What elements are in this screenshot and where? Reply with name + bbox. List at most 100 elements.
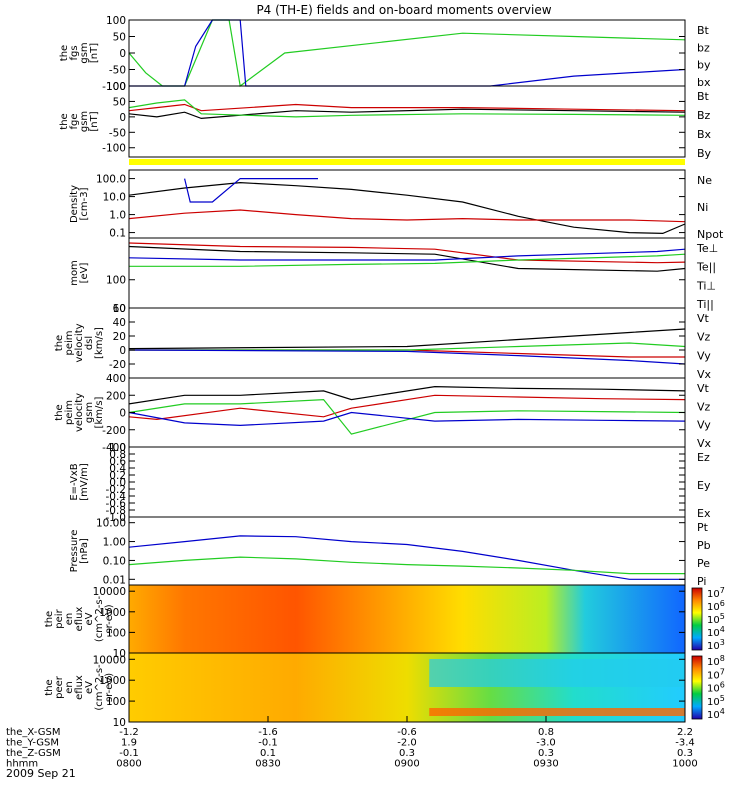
panel-vel_gsm: 400 200 0 -200 -400 the peim velocity gsm [km/s] V… xyxy=(54,373,712,454)
legend-entry: Te⊥ xyxy=(696,242,718,255)
y-tick-label: 10000 xyxy=(93,586,126,598)
y-tick-label: 0.8 xyxy=(109,449,126,461)
y-tick-label: 10 xyxy=(113,648,126,660)
series-Pe xyxy=(128,556,685,575)
x-tick-label: 0.3 xyxy=(538,748,554,759)
y-axis-label-line: (cm^2-s- xyxy=(94,595,105,642)
y-tick-label: 0.01 xyxy=(103,574,126,586)
series-Vt xyxy=(128,385,686,405)
x-tick-label: 0930 xyxy=(533,759,558,770)
x-tick-label: 0.1 xyxy=(260,748,276,759)
y-tick-label: 10.00 xyxy=(96,518,126,530)
y-axis-label-line: en xyxy=(64,681,75,694)
colorbar-peer xyxy=(691,655,703,720)
y-axis-label-line: the xyxy=(59,113,70,129)
legend-entry: by xyxy=(697,59,711,72)
legend-entry: Vz xyxy=(697,400,711,413)
legend-entry: Vy xyxy=(697,419,711,432)
series-Ti|| xyxy=(129,253,686,267)
y-axis-label-mom: mom [eV] xyxy=(69,260,90,286)
colorbar-tick-label: 104 xyxy=(707,707,725,721)
series-by xyxy=(128,19,686,88)
y-axis-label-line: eflux xyxy=(74,675,85,700)
y-axis-label-fge: the fge gsm [nT] xyxy=(59,111,100,132)
x-tick-label: 0830 xyxy=(255,759,280,770)
x-tick-label: 2.2 xyxy=(677,727,693,738)
panel-pressure: 10.00 1.00 0.10 0.01 Pressure [nPa] Pt Pb Pe Pi xyxy=(69,516,711,588)
y-axis-label-line: [cm-3] xyxy=(79,187,90,220)
series-Ti⊥ xyxy=(128,248,686,261)
series-Vy xyxy=(129,342,686,351)
y-tick-label: -1.0 xyxy=(106,512,127,524)
y-tick-label: -0.2 xyxy=(106,484,127,496)
y-tick-label: 100 xyxy=(106,696,126,708)
x-tick-label: 0.8 xyxy=(538,727,554,738)
y-axis-label-line: eV xyxy=(84,612,95,625)
y-tick-label: 1.0 xyxy=(109,210,126,222)
y-axis-label-line: the xyxy=(59,45,70,61)
legend-entry: Bx xyxy=(697,128,712,141)
series-Vy xyxy=(128,398,686,435)
y-axis-label-line: peim xyxy=(64,330,75,355)
legend-entry: Bz xyxy=(697,109,711,122)
y-tick-label: 40 xyxy=(113,317,126,329)
y-axis-label-vel_gsm: the peim velocity gsm [km/s] xyxy=(54,393,105,432)
x-tick-label: -2.0 xyxy=(397,738,417,749)
legend-entry: Pe xyxy=(697,557,710,570)
y-axis-label-line: gsm xyxy=(84,402,95,423)
y-tick-label: 50 xyxy=(113,32,126,44)
colorbar-tick-label: 107 xyxy=(707,667,725,681)
colorbar-tick-label: 103 xyxy=(707,638,725,652)
series-Ni xyxy=(128,181,686,235)
x-tick-label: -0.1 xyxy=(119,748,139,759)
colorbar-tick-label: 108 xyxy=(707,654,725,668)
figure-title: P4 (TH-E) fields and on-board moments ov… xyxy=(256,3,551,17)
legend-entry: Pb xyxy=(697,539,711,552)
colorbar-tick-label: 105 xyxy=(707,612,725,626)
y-tick-label: 400 xyxy=(106,373,126,385)
y-axis-label-efield: E=-VxB [mV/m] xyxy=(69,463,90,501)
legend-entry: bx xyxy=(697,76,711,89)
x-tick-label: -0.1 xyxy=(258,738,278,749)
y-axis-label-line: (cm^2-s- xyxy=(94,664,105,711)
y-tick-label: 1000 xyxy=(99,675,126,687)
y-tick-label: -50 xyxy=(109,127,126,139)
legend-entry: Npot xyxy=(697,228,724,241)
legend-entry: Ni xyxy=(697,201,708,214)
x-tick-label: 0.3 xyxy=(677,748,693,759)
colorbar-tick-label: 106 xyxy=(707,681,725,695)
y-axis-label-pressure: Pressure [nPa] xyxy=(69,530,90,573)
y-axis-label-vel_dsl: the peim velocity dsl [km/s] xyxy=(54,323,105,362)
y-tick-label: 1.00 xyxy=(103,537,126,549)
x-row-label: hhmm xyxy=(6,759,38,770)
colorbar-peir xyxy=(691,587,703,651)
x-row-label: the_X-GSM xyxy=(6,727,60,738)
y-tick-label: 0 xyxy=(119,345,126,357)
legend-entry: Vz xyxy=(697,331,711,344)
y-tick-label: 0.6 xyxy=(109,456,126,468)
x-tick-label: 1000 xyxy=(672,759,697,770)
series-Npot xyxy=(184,178,318,203)
y-axis-label-line: fgs xyxy=(69,45,80,60)
y-axis-label-peer: the peer en eflux eV (cm^2-s-sr-eV) xyxy=(44,664,115,711)
y-axis-label-line: Pressure xyxy=(69,530,80,573)
series-Ne xyxy=(128,209,686,223)
series-Vx xyxy=(128,411,686,427)
series-bx xyxy=(129,19,686,87)
panel-frame xyxy=(128,446,686,518)
y-axis-label-line: sr-eV) xyxy=(104,673,115,702)
y-axis-label-line: E=-VxB xyxy=(69,463,80,500)
series-Bx xyxy=(128,99,686,118)
y-tick-label: 1.0 xyxy=(109,442,126,454)
x-tick-label: 0900 xyxy=(394,759,419,770)
y-tick-label: 10.0 xyxy=(103,192,126,204)
y-axis-label-line: sr-eV) xyxy=(104,604,115,633)
legend-entry: Vt xyxy=(697,312,710,325)
y-axis-label-line: velocity xyxy=(74,323,85,362)
y-tick-label: 0.4 xyxy=(109,463,126,475)
panel-frame xyxy=(128,169,686,239)
